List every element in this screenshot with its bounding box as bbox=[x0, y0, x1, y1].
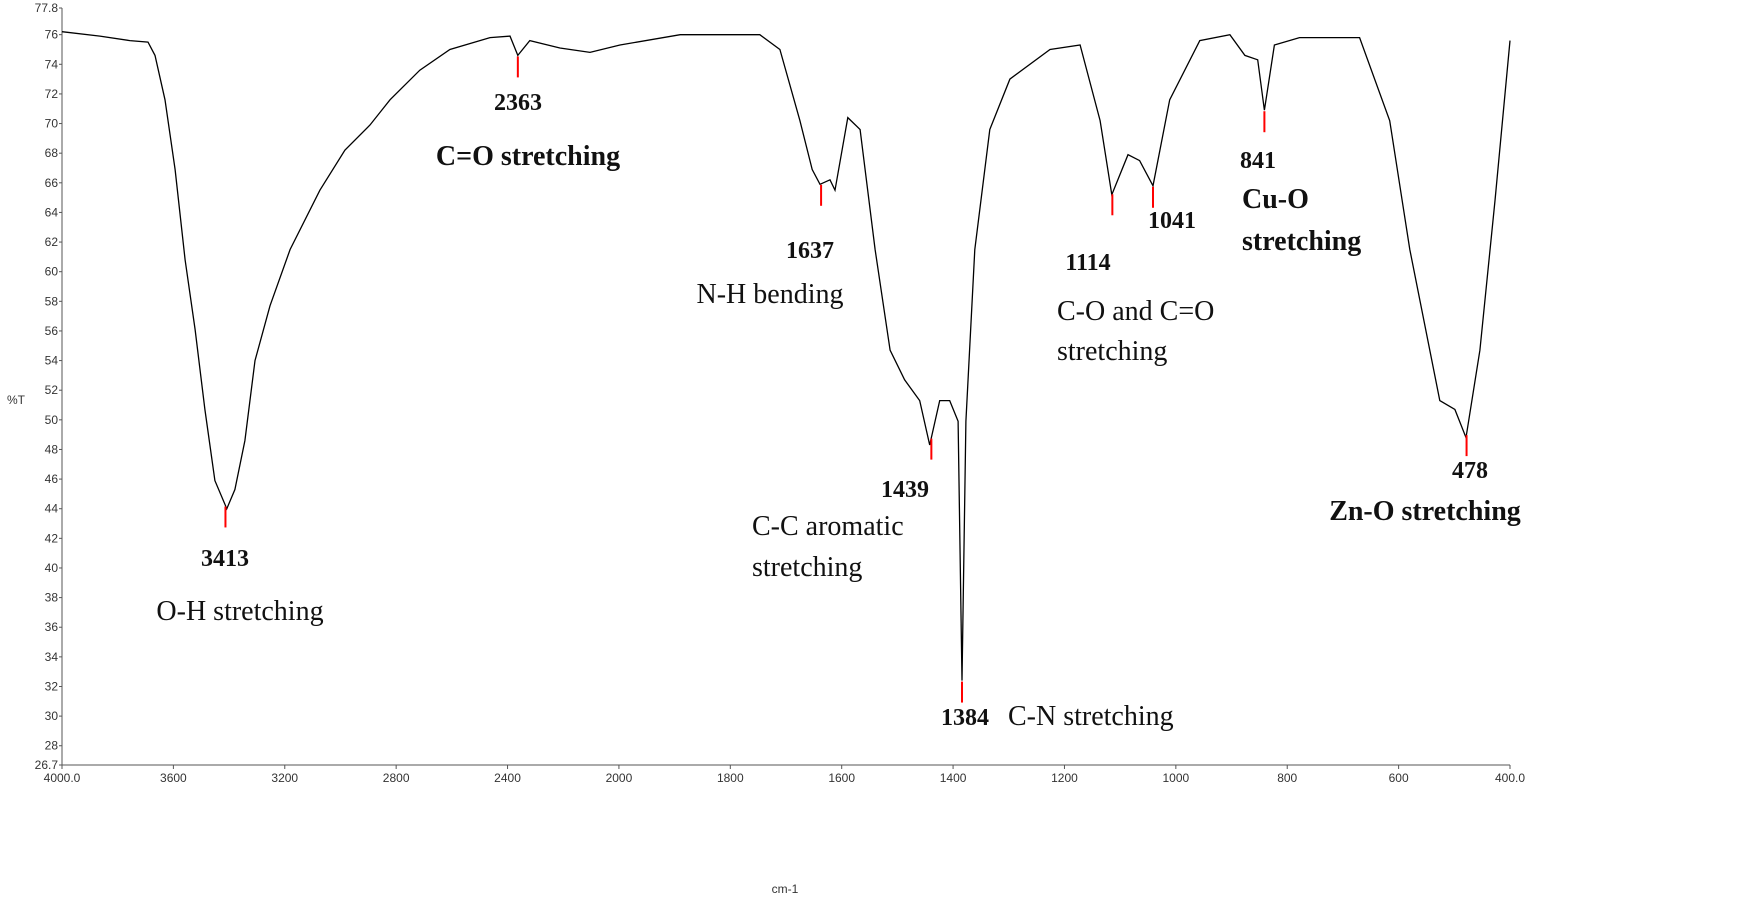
peak-wavenumber: 1439 bbox=[881, 477, 929, 503]
y-tick-label: 32 bbox=[45, 679, 59, 693]
peak-assignment: C-N stretching bbox=[1008, 701, 1174, 732]
peak-wavenumber: 1114 bbox=[1065, 250, 1110, 276]
y-tick-label: 70 bbox=[45, 117, 59, 131]
y-tick-label: 64 bbox=[45, 205, 59, 219]
y-tick-label: 34 bbox=[45, 650, 59, 664]
y-tick-label: 54 bbox=[45, 354, 59, 368]
y-tick-label: 30 bbox=[45, 709, 59, 723]
y-tick-label: 60 bbox=[45, 265, 59, 279]
y-tick-label: 56 bbox=[45, 324, 59, 338]
peak-assignment: stretching bbox=[1057, 336, 1167, 367]
peak-wavenumber: 1041 bbox=[1148, 208, 1196, 234]
y-tick-label: 50 bbox=[45, 413, 59, 427]
peak-wavenumber: 2363 bbox=[494, 90, 542, 116]
y-tick-label: 38 bbox=[45, 591, 59, 605]
y-tick-label: 44 bbox=[45, 502, 59, 516]
y-tick-label: 58 bbox=[45, 294, 59, 308]
y-tick-label: 48 bbox=[45, 442, 59, 456]
peak-assignment: C-C aromatic bbox=[752, 511, 904, 542]
x-tick-label: 3200 bbox=[271, 771, 298, 785]
y-tick-label: 62 bbox=[45, 235, 59, 249]
x-tick-label: 4000.0 bbox=[44, 771, 81, 785]
peak-wavenumber: 3413 bbox=[201, 546, 249, 572]
y-tick-label: 72 bbox=[45, 87, 59, 101]
peak-assignment: Cu-O bbox=[1242, 184, 1309, 215]
peak-wavenumber: 841 bbox=[1240, 148, 1276, 174]
y-axis-label: %T bbox=[7, 393, 26, 407]
y-tick-label: 66 bbox=[45, 176, 59, 190]
peak-assignment: stretching bbox=[1242, 226, 1361, 257]
y-tick-label: 77.8 bbox=[35, 1, 59, 15]
x-tick-label: 1000 bbox=[1162, 771, 1189, 785]
x-tick-label: 800 bbox=[1277, 771, 1297, 785]
y-tick-label: 74 bbox=[45, 57, 59, 71]
x-axis-label: cm-1 bbox=[772, 882, 799, 896]
spectrum-line bbox=[61, 31, 1511, 681]
y-tick-label: 76 bbox=[45, 28, 59, 42]
x-tick-label: 1600 bbox=[828, 771, 855, 785]
x-tick-label: 1800 bbox=[717, 771, 744, 785]
y-tick-label: 40 bbox=[45, 561, 59, 575]
y-tick-label: 52 bbox=[45, 383, 59, 397]
y-tick-label: 68 bbox=[45, 146, 59, 160]
peak-assignment: O-H stretching bbox=[156, 596, 323, 627]
y-tick-label: 36 bbox=[45, 620, 59, 634]
x-tick-label: 600 bbox=[1389, 771, 1409, 785]
peak-assignment: C-O and C=O bbox=[1057, 296, 1214, 327]
peak-wavenumber: 1637 bbox=[786, 238, 834, 264]
y-tick-label: 28 bbox=[45, 739, 59, 753]
x-tick-label: 400.0 bbox=[1495, 771, 1525, 785]
y-tick-label: 26.7 bbox=[35, 758, 59, 772]
peak-assignment: C=O stretching bbox=[436, 141, 620, 172]
x-tick-label: 2000 bbox=[606, 771, 633, 785]
peak-wavenumber: 478 bbox=[1452, 458, 1488, 484]
x-tick-label: 3600 bbox=[160, 771, 187, 785]
y-tick-label: 46 bbox=[45, 472, 59, 486]
x-tick-label: 1200 bbox=[1051, 771, 1078, 785]
x-tick-label: 2800 bbox=[383, 771, 410, 785]
peak-assignment: stretching bbox=[752, 552, 862, 583]
peak-assignment: Zn-O stretching bbox=[1329, 496, 1521, 527]
peak-wavenumber: 1384 bbox=[941, 705, 989, 731]
x-tick-label: 2400 bbox=[494, 771, 521, 785]
peak-assignment: N-H bending bbox=[697, 279, 844, 310]
x-tick-label: 1400 bbox=[940, 771, 967, 785]
y-tick-label: 42 bbox=[45, 531, 59, 545]
